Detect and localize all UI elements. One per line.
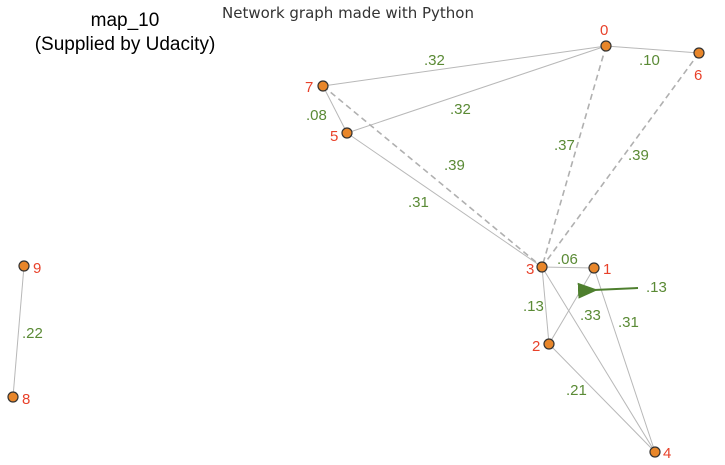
- node-label-9: 9: [33, 260, 41, 277]
- node-label-3: 3: [526, 261, 534, 278]
- edge-weight-label: .39: [444, 157, 465, 174]
- edge-weight-label: .32: [424, 52, 445, 69]
- node-5[interactable]: [341, 127, 353, 139]
- node-label-1: 1: [603, 261, 611, 278]
- edge-5-0: [346, 45, 607, 134]
- edge-weight-label: .37: [554, 137, 575, 154]
- node-7[interactable]: [317, 80, 329, 92]
- map-name: map_10: [90, 10, 160, 31]
- edge-2-4: [548, 343, 656, 453]
- edge-7-5: [322, 85, 348, 134]
- node-label-0: 0: [600, 22, 608, 39]
- edge-weight-label: .06: [557, 251, 578, 268]
- map-source: (Supplied by Udacity): [34, 34, 216, 55]
- edge-1-4: [593, 267, 656, 453]
- edge-0-6: [605, 45, 700, 54]
- nodes-layer: [7, 40, 705, 458]
- edge-weight-label: .13: [646, 279, 667, 296]
- edge-weight-label: .21: [566, 382, 587, 399]
- edge-5-3: [346, 132, 543, 268]
- edge-weight-label: .10: [639, 52, 660, 69]
- arrow-pointer-icon: [577, 282, 639, 299]
- edge-1-2: [548, 267, 595, 345]
- node-label-2: 2: [532, 338, 540, 355]
- edges-layer: [12, 45, 700, 453]
- edge-3-4: [541, 266, 656, 453]
- node-labels-layer: 0 1 2 3 4 5 6 7 8 9: [22, 22, 702, 462]
- map-caption: map_10 (Supplied by Udacity): [30, 9, 220, 57]
- node-0[interactable]: [600, 40, 612, 52]
- edge-weight-label: .31: [408, 194, 429, 211]
- node-label-6: 6: [694, 67, 702, 84]
- edge-weight-label: .08: [306, 107, 327, 124]
- node-label-8: 8: [22, 391, 30, 408]
- node-label-5: 5: [330, 128, 338, 145]
- edge-9-8: [12, 265, 25, 398]
- node-4[interactable]: [649, 446, 661, 458]
- node-1[interactable]: [588, 262, 600, 274]
- node-3[interactable]: [536, 261, 548, 273]
- edge-weight-label: .33: [580, 307, 601, 324]
- edge-labels-layer: .32 .10 .32 .08 .39 .37 .39 .31 .06 .13 .13 .33 .31.…: [22, 52, 667, 399]
- edge-3-1: [541, 266, 595, 269]
- edge-0-3: [541, 45, 607, 268]
- edge-weight-label: .13: [523, 298, 544, 315]
- node-label-7: 7: [305, 79, 313, 96]
- edge-7-3: [322, 85, 543, 268]
- edge-weight-label: .32: [450, 101, 471, 118]
- edge-6-3: [541, 52, 700, 268]
- graph-title: Network graph made with Python: [222, 4, 474, 22]
- node-label-4: 4: [663, 445, 671, 462]
- node-2[interactable]: [543, 338, 555, 350]
- edge-weight-label: .22: [22, 325, 43, 342]
- node-9[interactable]: [18, 260, 30, 272]
- edge-weight-label: .31: [618, 314, 639, 331]
- node-8[interactable]: [7, 391, 19, 403]
- edge-3-2: [541, 266, 550, 345]
- edge-weight-label: .39: [628, 147, 649, 164]
- edge-7-0: [322, 45, 607, 87]
- node-6[interactable]: [693, 47, 705, 59]
